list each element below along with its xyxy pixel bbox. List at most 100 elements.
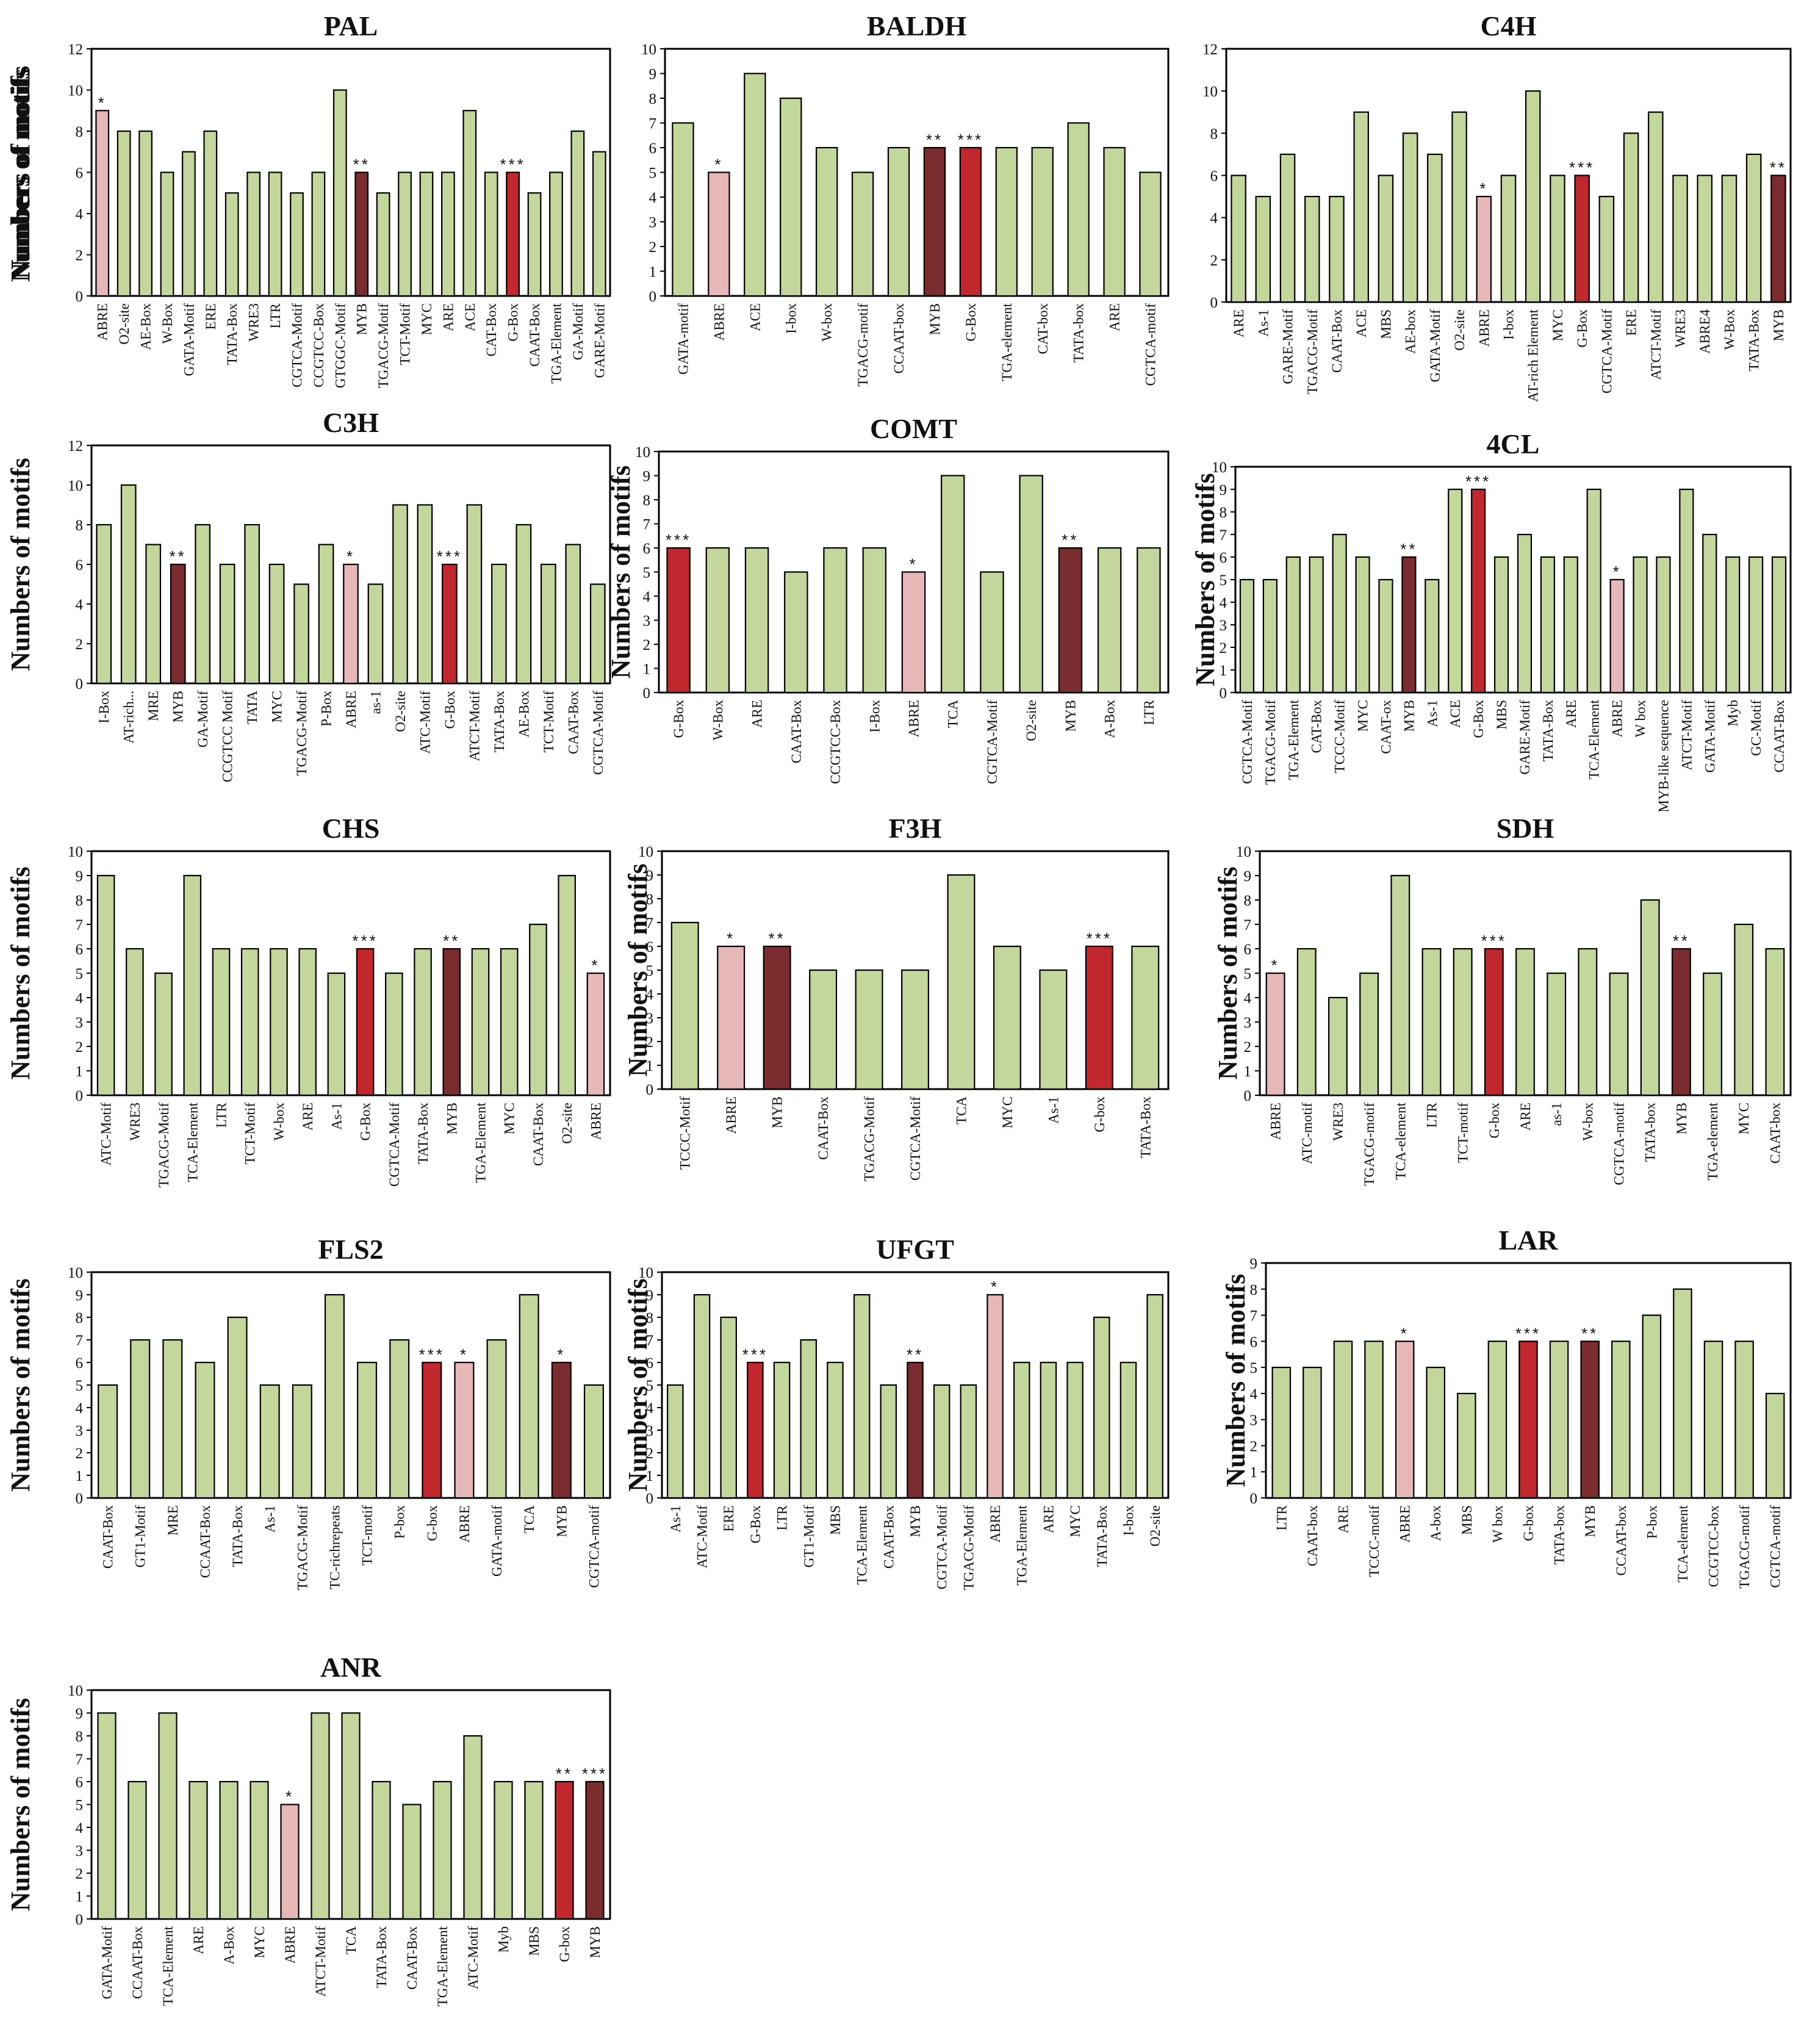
- y-tick-label: 10: [1236, 844, 1251, 860]
- x-tick-label: CGTCA-Motif: [908, 1096, 923, 1181]
- x-tick-label: CGTCA-Motif: [1240, 700, 1255, 784]
- x-tick-label: MBS: [526, 1926, 542, 1956]
- bar-tga-element: [549, 171, 563, 297]
- y-tick-label: 9: [1250, 1256, 1258, 1272]
- x-tick-label: ABRE: [457, 1505, 472, 1542]
- bar-ccaat-box: [887, 146, 910, 297]
- bar-cgtca-motif: [385, 972, 403, 1096]
- x-tick-label: TCT-Motif: [398, 303, 413, 365]
- chart-title: UFGT: [876, 1234, 954, 1265]
- x-tick-label: ACE: [1448, 700, 1463, 728]
- x-tick-label: AE-Box: [516, 691, 531, 738]
- x-tick-label: CAAT-box: [1767, 1103, 1783, 1164]
- bar-i-box: [1500, 175, 1517, 303]
- y-tick-label: 5: [643, 565, 651, 581]
- y-tick-label: 10: [68, 844, 83, 860]
- x-tick-label: GA-Motif: [195, 691, 210, 748]
- bar-as-1: [367, 583, 384, 685]
- x-tick-label: TATA-Box: [225, 303, 240, 365]
- x-tick-label: I-box: [1121, 1505, 1136, 1536]
- bar-tata-box: [372, 1780, 391, 1920]
- chart-title: ANR: [320, 1652, 381, 1683]
- x-tick-label: AT-rich Element: [1526, 309, 1541, 401]
- y-tick-label: 1: [649, 264, 657, 281]
- significance-marker: **: [556, 1765, 573, 1783]
- x-tick-label: CGTCA-Motif: [387, 1103, 402, 1187]
- x-tick-label: A-box: [1428, 1505, 1443, 1541]
- x-tick-label: AE-box: [1403, 309, 1418, 354]
- x-tick-label: TATA-box: [1643, 1103, 1658, 1162]
- x-tick-label: G-Box: [671, 700, 686, 738]
- x-tick-label: TGACG-Motif: [1263, 700, 1278, 785]
- bar-caat-box: [880, 1384, 897, 1499]
- bar-tca: [947, 874, 976, 1090]
- x-tick-label: TCA-element: [1393, 1102, 1408, 1179]
- chart-title: C3H: [323, 407, 379, 438]
- bar-cgtca-motif: [901, 969, 929, 1090]
- y-tick-label: 3: [649, 215, 657, 231]
- y-tick-label: 12: [68, 41, 83, 58]
- y-tick-label: 8: [646, 891, 654, 908]
- y-tick-label: 6: [1250, 1334, 1258, 1350]
- bar-gt1-motif: [130, 1339, 151, 1499]
- x-tick-label: TCA-Element: [185, 1102, 200, 1182]
- bar-ae-box: [1402, 132, 1418, 303]
- y-tick-label: 10: [638, 1265, 653, 1281]
- bar-ltr: [1137, 547, 1161, 694]
- x-tick-label: G-Box: [1575, 309, 1590, 348]
- bar-tccc-motif: [670, 921, 699, 1090]
- significance-marker: ***: [437, 547, 462, 566]
- bar-are: [744, 547, 769, 694]
- y-tick-label: 8: [76, 893, 84, 909]
- bar-caat-box: [565, 544, 581, 685]
- y-tick-label: 7: [1244, 917, 1252, 934]
- x-tick-label: as-1: [1549, 1103, 1564, 1126]
- x-tick-label: W box: [1490, 1505, 1505, 1543]
- bar-tct-motif: [357, 1361, 378, 1499]
- x-tick-label: TGA-Element: [1286, 699, 1301, 780]
- y-tick-label: 12: [1202, 41, 1218, 58]
- y-tick-label: 2: [649, 239, 657, 256]
- bar-myb: [494, 1780, 513, 1920]
- bar-as-1: [1425, 578, 1440, 694]
- x-tick-label: GATA-Motif: [99, 1926, 115, 1999]
- bar-cgtca-motif: [1609, 972, 1629, 1096]
- x-tick-label: I-Box: [96, 691, 112, 724]
- significance-marker: **: [769, 929, 786, 948]
- bar-gata-motif: [1427, 153, 1443, 303]
- bar-i-box: [862, 547, 886, 694]
- bar-ga-motif: [195, 524, 210, 685]
- x-tick-label: TATA-Box: [374, 1926, 389, 1988]
- bar-tgacg-motif: [292, 1384, 312, 1499]
- x-tick-label: CGTCA-motif: [1768, 1505, 1783, 1588]
- x-tick-label: CGTCA-Motif: [591, 691, 606, 775]
- y-tick-label: 6: [76, 1774, 84, 1791]
- x-tick-label: MYC: [1068, 1505, 1083, 1537]
- x-tick-label: MYB: [444, 1103, 459, 1134]
- x-tick-label: TCA: [343, 1926, 359, 1954]
- x-tick-label: MYC: [1736, 1103, 1752, 1134]
- x-tick-label: ABRE: [1268, 1103, 1284, 1140]
- x-tick-label: TCCC-Motif: [678, 1096, 693, 1170]
- y-tick-label: 7: [646, 1333, 654, 1349]
- bar-myb: [1671, 948, 1691, 1096]
- bar-tca: [519, 1294, 539, 1499]
- bar-atct-motif: [311, 1712, 330, 1920]
- x-tick-label: GATA-motif: [489, 1505, 505, 1577]
- x-tick-label: TATA-Box: [415, 1103, 431, 1165]
- chart-panel-f3h: F3H Numbers of motifs 0 1 2 3 4 5 6 7 8 9 10 TCCC-Mot…: [623, 813, 1170, 1181]
- bar-as-1: [1547, 972, 1567, 1096]
- x-tick-label: ARE: [300, 1103, 315, 1131]
- x-tick-label: TGACG-Motif: [376, 303, 391, 389]
- y-tick-label: 7: [76, 1333, 84, 1349]
- bar-mbs: [524, 1780, 544, 1920]
- x-tick-label: MYB: [1771, 309, 1786, 341]
- x-tick-label: O2-site: [1452, 309, 1467, 351]
- x-tick-label: CAAT-Box: [816, 1096, 831, 1160]
- x-tick-label: G-box: [1092, 1096, 1107, 1132]
- x-tick-label: GATA-motif: [675, 303, 691, 375]
- chart-title: SDH: [1497, 813, 1554, 844]
- bar-myc: [1550, 175, 1565, 303]
- x-tick-label: TCA-Element: [160, 1926, 176, 2006]
